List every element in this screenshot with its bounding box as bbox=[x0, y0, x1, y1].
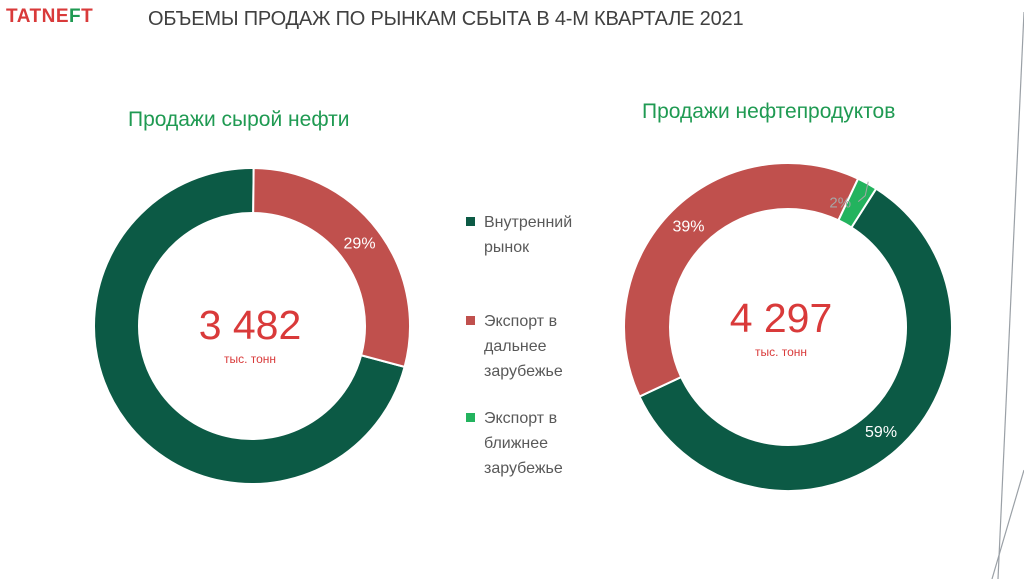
crude-oil-chart-title: Продажи сырой нефти bbox=[128, 108, 350, 131]
legend-label-far-abroad: Экспорт в дальнее зарубежье bbox=[484, 313, 563, 380]
page-title: ОБЪЕМЫ ПРОДАЖ ПО РЫНКАМ СБЫТА В 4-М КВАР… bbox=[148, 8, 744, 30]
petroleum-products-label-domestic: 59% bbox=[865, 424, 897, 441]
crude-oil-slice-domestic bbox=[93, 167, 406, 485]
legend-swatch-far-abroad bbox=[466, 316, 475, 325]
petroleum-products-label-near-abroad: 2% bbox=[829, 195, 851, 212]
petroleum-products-total-unit: тыс. тонн bbox=[754, 345, 808, 359]
petroleum-products-slice-domestic bbox=[638, 187, 953, 492]
petroleum-products-leader-near-abroad bbox=[857, 181, 869, 203]
crude-oil-label-domestic: 71% bbox=[53, 395, 85, 412]
tatneft-logo: TATNEFT bbox=[6, 6, 94, 27]
petroleum-products-label-far-abroad: 39% bbox=[672, 218, 704, 235]
petroleum-products-slice-far-abroad bbox=[623, 162, 860, 398]
crude-oil-label-far-abroad: 29% bbox=[344, 236, 376, 253]
legend-swatch-domestic bbox=[466, 217, 475, 226]
legend-label-domestic: Внутренний рынок bbox=[484, 214, 573, 256]
petroleum-products-chart-title: Продажи нефтепродуктов bbox=[642, 100, 896, 123]
crude-oil-total-value: 3 482 bbox=[198, 302, 302, 348]
legend-label-near-abroad: Экспорт в ближнее зарубежье bbox=[484, 410, 563, 477]
legend-swatch-near-abroad bbox=[466, 413, 475, 422]
petroleum-products-total-value: 4 297 bbox=[729, 295, 833, 341]
crude-oil-slice-far-abroad bbox=[252, 166, 411, 369]
crude-oil-total-unit: тыс. тонн bbox=[223, 352, 277, 366]
